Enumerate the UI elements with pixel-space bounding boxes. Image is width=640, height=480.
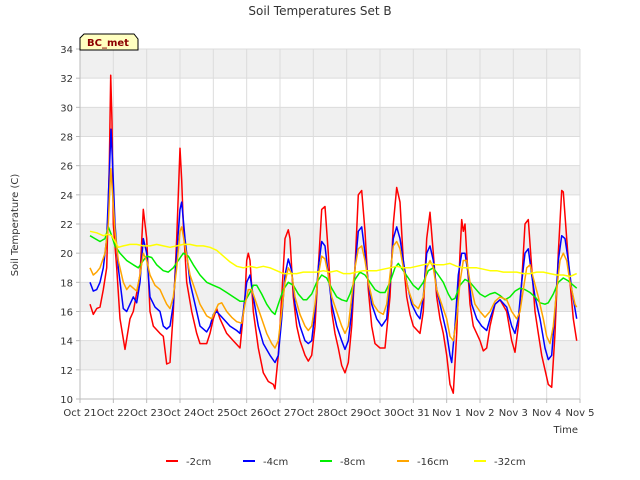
x-axis: Oct 21 Oct 22 Oct 23 Oct 24 Oct 25 Oct 26 Oct … bbox=[63, 398, 595, 419]
y-axis-label: Soil Temperature (C) bbox=[10, 174, 21, 277]
background-band bbox=[80, 49, 580, 79]
y-tick-label: 18 bbox=[60, 278, 73, 289]
x-tick-label: Nov 4 bbox=[532, 408, 561, 419]
legend-item: -32cm bbox=[474, 457, 526, 468]
x-tick-label: Oct 27 bbox=[263, 408, 296, 419]
x-tick-label: Oct 25 bbox=[197, 408, 230, 419]
x-tick-label: Oct 30 bbox=[363, 408, 396, 419]
series-line-4cm bbox=[89, 128, 578, 364]
y-tick-label: 30 bbox=[60, 103, 73, 114]
legend-item: -8cm bbox=[320, 457, 365, 468]
site-label-badge: BC_met bbox=[79, 33, 139, 51]
site-label-text: BC_met bbox=[87, 38, 129, 49]
y-tick-label: 34 bbox=[60, 45, 73, 56]
x-tick-label: Oct 23 bbox=[130, 408, 163, 419]
x-tick-label: Nov 3 bbox=[499, 408, 528, 419]
y-axis: 10 12 14 16 18 20 22 24 26 28 30 32 34 bbox=[60, 45, 81, 406]
series-layer bbox=[89, 74, 578, 394]
series-line-8cm bbox=[89, 226, 578, 316]
legend-label: -16cm bbox=[417, 457, 449, 468]
background-band bbox=[80, 340, 580, 370]
y-tick-label: 28 bbox=[60, 133, 73, 144]
legend-item: -16cm bbox=[397, 457, 449, 468]
x-tick-label: Oct 22 bbox=[97, 408, 130, 419]
x-axis-label: Time bbox=[553, 425, 578, 436]
y-tick-label: 26 bbox=[60, 162, 73, 173]
legend-label: -4cm bbox=[263, 457, 288, 468]
legend-label: -2cm bbox=[186, 457, 211, 468]
x-tick-label: Oct 21 bbox=[63, 408, 96, 419]
y-tick-label: 22 bbox=[60, 220, 73, 231]
legend-label: -32cm bbox=[494, 457, 526, 468]
background-band bbox=[80, 224, 580, 254]
y-tick-label: 14 bbox=[60, 337, 73, 348]
site-label-box bbox=[79, 33, 139, 51]
x-tick-label: Nov 5 bbox=[565, 408, 594, 419]
background-band bbox=[80, 165, 580, 195]
x-tick-label: Oct 26 bbox=[230, 408, 263, 419]
y-tick-label: 24 bbox=[60, 191, 73, 202]
x-tick-label: Oct 28 bbox=[297, 408, 330, 419]
x-tick-label: Oct 24 bbox=[163, 408, 196, 419]
series-line-32cm bbox=[89, 230, 577, 278]
x-tick-label: Oct 29 bbox=[330, 408, 363, 419]
legend-label: -8cm bbox=[340, 457, 365, 468]
chart-title: Soil Temperatures Set B bbox=[248, 4, 391, 18]
y-tick-label: 12 bbox=[60, 366, 73, 377]
y-tick-label: 16 bbox=[60, 308, 73, 319]
legend-item: -4cm bbox=[243, 457, 288, 468]
x-tick-label: Oct 31 bbox=[397, 408, 430, 419]
y-tick-label: 20 bbox=[60, 249, 73, 260]
background-band bbox=[80, 107, 580, 137]
series-line-16cm bbox=[89, 167, 578, 349]
x-tick-label: Nov 2 bbox=[465, 408, 494, 419]
y-tick-label: 32 bbox=[60, 74, 73, 85]
y-tick-label: 10 bbox=[60, 395, 73, 406]
legend-item: -2cm bbox=[166, 457, 211, 468]
x-tick-label: Nov 1 bbox=[432, 408, 461, 419]
legend: -2cm -4cm -8cm -16cm -32cm bbox=[166, 457, 526, 468]
